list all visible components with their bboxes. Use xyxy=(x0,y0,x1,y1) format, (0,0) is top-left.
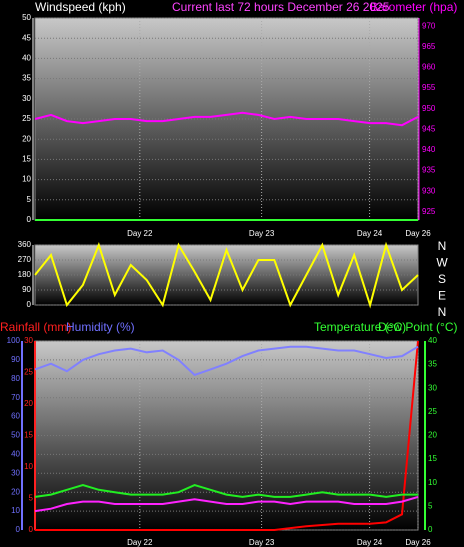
series-line xyxy=(34,484,418,498)
y3-tick-label: 0 xyxy=(29,525,34,534)
y-tick-label: 60 xyxy=(11,412,20,421)
y2-tick-label: 25 xyxy=(428,407,437,416)
y-tick-label: 20 xyxy=(11,487,20,496)
series-name: Humidity (%) xyxy=(66,320,135,334)
y-tick-label: 40 xyxy=(11,450,20,459)
y2-tick-label: 970 xyxy=(422,21,436,30)
y3-tick-label: 20 xyxy=(24,399,33,408)
y-tick-label: 80 xyxy=(11,374,20,383)
y2-tick-label: 955 xyxy=(422,83,436,92)
y2-tick-label: 960 xyxy=(422,63,436,72)
y2-tick-label: 930 xyxy=(422,186,436,195)
series-name: Dew Point (°C) xyxy=(378,320,457,334)
x-tick-label: Day 26 xyxy=(405,538,431,547)
x-tick-label: Day 22 xyxy=(127,229,153,238)
y2-tick-label: 965 xyxy=(422,42,436,51)
y-tick-label: 270 xyxy=(18,255,32,264)
y-tick-label: 15 xyxy=(22,155,31,164)
y2-tick-label: 15 xyxy=(428,454,437,463)
y2-tick-label: 30 xyxy=(428,383,437,392)
y2-tick-label: 945 xyxy=(422,124,436,133)
series-line xyxy=(34,111,419,127)
y2-tick-label: 5 xyxy=(428,501,433,510)
y-tick-label: 35 xyxy=(22,74,31,83)
y3-tick-label: 15 xyxy=(24,431,33,440)
y-tick-label: 0 xyxy=(16,525,21,534)
y2-tick-label: 950 xyxy=(422,104,436,113)
y2-tick-label: 940 xyxy=(422,145,436,154)
y-tick-label: 20 xyxy=(22,134,31,143)
y-tick-label: 40 xyxy=(22,54,31,63)
y-tick-label: 90 xyxy=(22,285,31,294)
y-tick-label: 25 xyxy=(22,114,31,123)
y2-tick-label: 935 xyxy=(422,166,436,175)
y-tick-label: 0 xyxy=(27,300,32,309)
y-tick-label: 70 xyxy=(11,393,20,402)
series-line xyxy=(34,495,419,513)
direction-label: N xyxy=(438,239,447,253)
series-line xyxy=(34,345,419,377)
y-tick-label: 360 xyxy=(18,240,32,249)
y-tick-label: 50 xyxy=(11,431,20,440)
y-tick-label: 5 xyxy=(27,195,32,204)
y-tick-label: 50 xyxy=(22,13,31,22)
y3-tick-label: 30 xyxy=(24,336,33,345)
y2-tick-label: 10 xyxy=(428,478,437,487)
y2-tick-label: 40 xyxy=(428,336,437,345)
y3-tick-label: 10 xyxy=(24,462,33,471)
y2-tick-label: 925 xyxy=(422,207,436,216)
series-name: Rainfall (mm) xyxy=(0,320,71,334)
direction-label: E xyxy=(438,289,446,303)
x-tick-label: Day 24 xyxy=(357,229,383,238)
series-line xyxy=(35,340,419,531)
series-name: Temperature (°C) xyxy=(314,320,406,334)
series-name: Barometer (hpa) xyxy=(370,0,457,14)
direction-label: N xyxy=(438,305,447,319)
y-tick-label: 180 xyxy=(18,270,32,279)
y2-tick-label: 0 xyxy=(428,525,433,534)
y3-tick-label: 25 xyxy=(24,368,33,377)
y-tick-label: 10 xyxy=(22,175,31,184)
y-tick-label: 0 xyxy=(27,215,32,224)
y-tick-label: 100 xyxy=(7,336,21,345)
x-tick-label: Day 23 xyxy=(249,538,275,547)
direction-label: W xyxy=(436,256,448,270)
series-name: Windspeed (kph) xyxy=(35,0,126,14)
x-tick-label: Day 22 xyxy=(127,538,153,547)
y-tick-label: 45 xyxy=(22,33,31,42)
y-tick-label: 90 xyxy=(11,355,20,364)
x-tick-label: Day 24 xyxy=(357,538,383,547)
y3-tick-label: 5 xyxy=(29,494,34,503)
x-tick-label: Day 26 xyxy=(405,229,431,238)
y-tick-label: 30 xyxy=(11,468,20,477)
y2-tick-label: 20 xyxy=(428,431,437,440)
direction-label: S xyxy=(438,272,446,286)
series-line xyxy=(34,241,419,309)
chart-title: Current last 72 hours December 26 2025 xyxy=(172,0,390,14)
y-tick-label: 30 xyxy=(22,94,31,103)
y2-tick-label: 35 xyxy=(428,360,437,369)
y-tick-label: 10 xyxy=(11,506,20,515)
x-tick-label: Day 23 xyxy=(249,229,275,238)
